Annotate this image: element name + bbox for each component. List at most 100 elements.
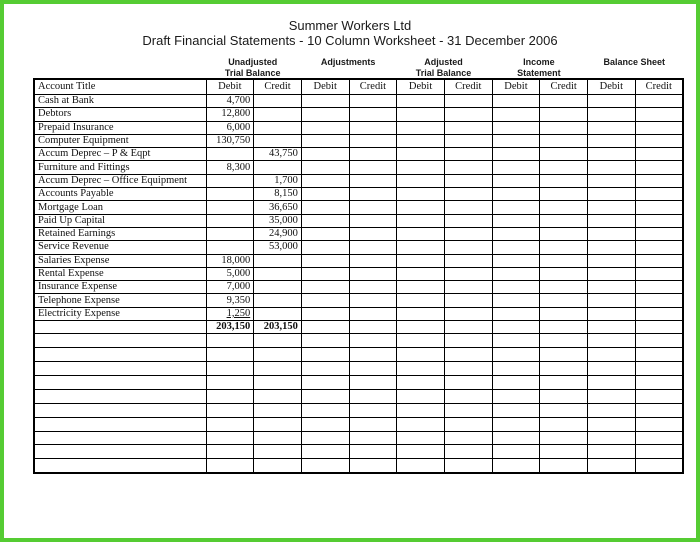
account-row: Service Revenue 53,000 [33, 240, 684, 255]
amount-cell [396, 147, 445, 162]
amount-cell [587, 444, 636, 460]
amount-cell [443, 347, 493, 363]
column-group-label-line2: Trial Balance [224, 67, 281, 78]
account-row: Prepaid Insurance 6,000 [33, 120, 684, 135]
column-group-label-line2 [300, 68, 395, 79]
amount-cell [443, 226, 493, 242]
amount-cell [396, 173, 445, 189]
amount-cell [205, 187, 255, 202]
amount-cell [491, 458, 541, 474]
amount-cell [634, 306, 684, 322]
amount-cell [348, 320, 398, 335]
amount-cell: 24,900 [253, 226, 302, 242]
empty-row [33, 347, 684, 363]
amount-cell [253, 266, 302, 282]
amount-cell [443, 416, 493, 432]
amount-cell [634, 120, 684, 135]
amount-cell [348, 430, 398, 446]
account-cell: Prepaid Insurance [33, 120, 207, 135]
empty-row [33, 361, 684, 377]
amount-cell [539, 147, 588, 162]
amount-cell [300, 430, 350, 446]
column-group-adjusted-trial-balance: Adjusted Trial Balance [396, 57, 491, 78]
amount-cell [443, 187, 493, 202]
amount-cell: 9,350 [205, 293, 255, 308]
amount-cell [587, 430, 636, 446]
amount-cell [587, 458, 636, 474]
amount-cell [634, 375, 684, 390]
amount-cell [634, 173, 684, 189]
account-cell: Computer Equipment [33, 133, 207, 149]
amount-cell [253, 253, 302, 268]
amount-cell [634, 347, 684, 363]
amount-cell [205, 240, 255, 255]
amount-cell [443, 361, 493, 377]
amount-cell [539, 93, 588, 109]
amount-cell [539, 293, 588, 308]
amount-cell [539, 458, 588, 474]
amount-cell [539, 430, 588, 446]
amount-cell [443, 280, 493, 295]
account-row: Accum Deprec – P & Eqpt 43,750 [33, 147, 684, 162]
amount-cell [300, 253, 350, 268]
amount-cell [634, 444, 684, 460]
account-row: Accum Deprec – Office Equipment 1,700 [33, 173, 684, 189]
worksheet-table: Account Title Debit Credit Debit Credit Debit… [33, 78, 684, 475]
debit-header-balance-sheet: Debit [587, 78, 636, 95]
amount-cell: 8,300 [205, 160, 255, 175]
account-cell: Telephone Expense [33, 293, 207, 308]
amount-cell [587, 133, 636, 149]
amount-cell [348, 120, 398, 135]
amount-cell [253, 93, 302, 109]
amount-cell [348, 375, 398, 390]
amount-cell [491, 187, 541, 202]
amount-cell [396, 320, 445, 335]
amount-cell [539, 388, 588, 404]
amount-cell: 36,650 [253, 200, 302, 215]
account-cell: Mortgage Loan [33, 200, 207, 215]
amount-cell [443, 213, 493, 228]
amount-cell [396, 253, 445, 268]
amount-cell [634, 280, 684, 295]
amount-cell [396, 240, 445, 255]
amount-cell [634, 133, 684, 149]
amount-cell [348, 444, 398, 460]
amount-cell [587, 93, 636, 109]
amount-cell [253, 333, 302, 349]
amount-cell [348, 347, 398, 363]
credit-header-adjustments: Credit [348, 78, 398, 95]
amount-cell [491, 240, 541, 255]
amount-cell [539, 120, 588, 135]
account-cell: Insurance Expense [33, 280, 207, 295]
amount-cell [443, 458, 493, 474]
amount-cell [253, 306, 302, 322]
amount-cell [348, 147, 398, 162]
amount-cell [300, 200, 350, 215]
account-cell [33, 402, 207, 418]
amount-cell [539, 361, 588, 377]
amount-cell: 12,800 [205, 107, 255, 122]
amount-cell [205, 458, 255, 474]
column-group-label-line2: Trial Balance [415, 67, 472, 78]
amount-cell [205, 388, 255, 404]
amount-cell [491, 107, 541, 122]
account-cell: Debtors [33, 107, 207, 122]
amount-cell [491, 253, 541, 268]
amount-cell [443, 93, 493, 109]
amount-cell [539, 320, 588, 335]
amount-cell [587, 240, 636, 255]
account-cell [33, 333, 207, 349]
account-row: Accounts Payable 8,150 [33, 187, 684, 202]
amount-cell [539, 375, 588, 390]
amount-cell [348, 173, 398, 189]
amount-cell [348, 160, 398, 175]
amount-cell [587, 253, 636, 268]
amount-cell [253, 280, 302, 295]
amount-cell [634, 107, 684, 122]
amount-cell [348, 361, 398, 377]
account-row: Cash at Bank 4,700 [33, 93, 684, 109]
empty-row [33, 416, 684, 432]
amount-cell [491, 375, 541, 390]
amount-cell [491, 402, 541, 418]
amount-cell [348, 200, 398, 215]
